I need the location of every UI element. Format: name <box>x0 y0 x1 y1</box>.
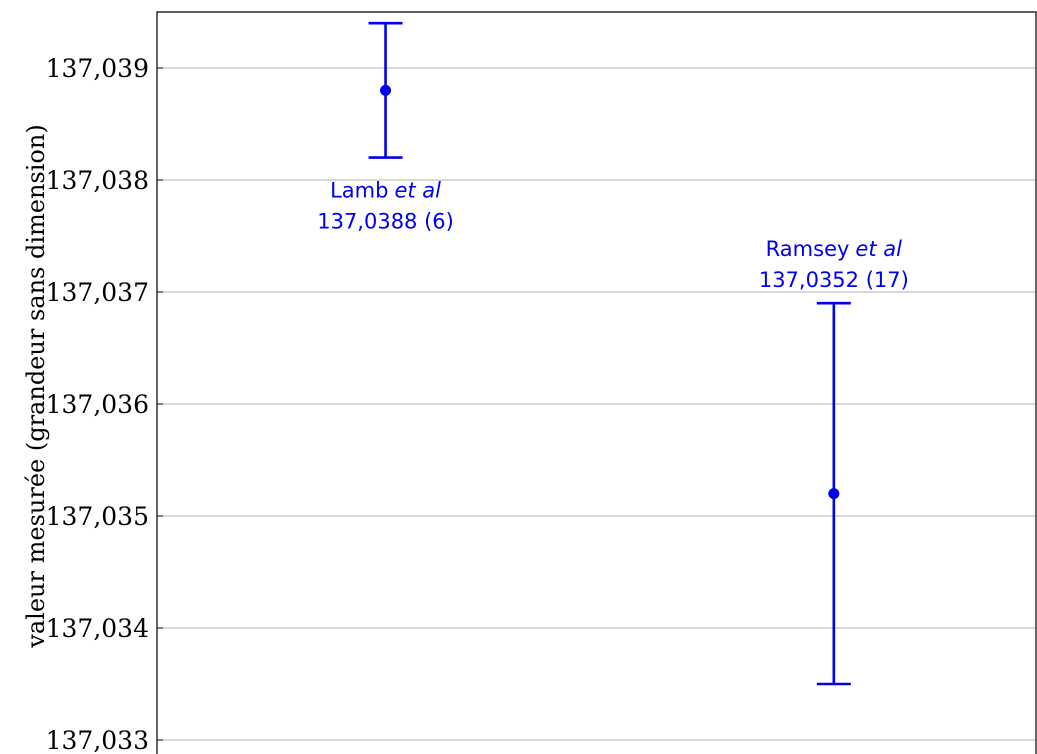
point-name-label: Ramsey et al <box>766 237 902 261</box>
data-point-marker <box>380 84 392 96</box>
point-name-suffix: et al <box>394 179 441 203</box>
point-name: Ramsey <box>766 237 850 261</box>
point-value-label: 137,0388 (6) <box>317 210 454 234</box>
y-axis-title: valeur mesurée (grandeur sans dimension) <box>22 124 50 648</box>
data-point-group: Lamb et al 137,0388 (6) <box>317 21 454 234</box>
data-point-group: Ramsey et al 137,0352 (17) <box>759 237 909 686</box>
y-tick-label: 137,033 <box>46 726 149 754</box>
point-name-label: Lamb et al <box>330 179 441 203</box>
y-tick-label: 137,034 <box>46 614 149 643</box>
grid-lines <box>157 67 1036 741</box>
y-tick-label: 137,039 <box>46 54 149 83</box>
y-tick-label: 137,036 <box>46 390 149 419</box>
point-value-label: 137,0352 (17) <box>759 268 909 292</box>
y-tick-labels: 137,033 137,034 137,035 137,036 137,037 137,0… <box>46 54 149 754</box>
point-name: Lamb <box>330 179 388 203</box>
y-tick-label: 137,038 <box>46 166 149 195</box>
point-name-suffix: et al <box>855 237 902 261</box>
y-tick-label: 137,037 <box>46 278 149 307</box>
plot-frame <box>156 11 1037 754</box>
y-tick-label: 137,035 <box>46 502 149 531</box>
data-point-marker <box>828 488 840 500</box>
